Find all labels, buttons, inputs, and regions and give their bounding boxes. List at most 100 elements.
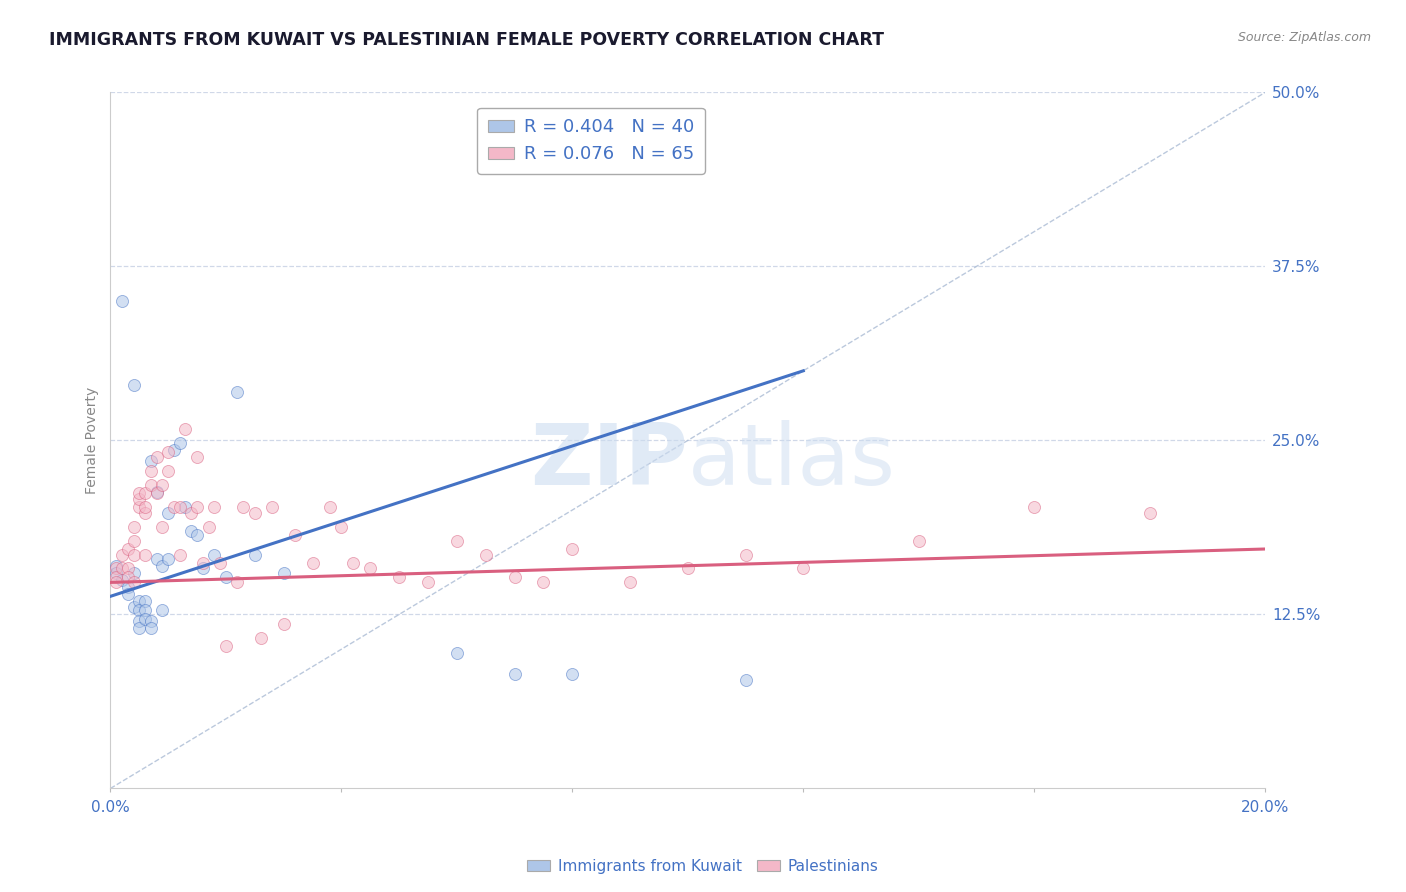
Point <box>215 640 238 654</box>
Point <box>150 558 173 573</box>
Point <box>215 570 238 584</box>
Point <box>186 450 208 464</box>
Y-axis label: Female Poverty: Female Poverty <box>86 387 100 494</box>
Point <box>446 647 468 661</box>
Point <box>157 464 180 478</box>
Point <box>561 541 583 556</box>
Point <box>122 600 145 615</box>
Point <box>169 500 191 515</box>
Point <box>273 617 295 632</box>
Point <box>145 484 167 499</box>
Point <box>122 548 145 562</box>
Point <box>122 519 145 533</box>
Legend: Immigrants from Kuwait, Palestinians: Immigrants from Kuwait, Palestinians <box>522 853 884 880</box>
Point <box>180 506 202 520</box>
Point <box>619 575 641 590</box>
Point <box>359 561 381 575</box>
Point <box>174 500 197 515</box>
Point <box>111 561 134 575</box>
Point <box>111 573 134 587</box>
Point <box>503 667 526 681</box>
Text: IMMIGRANTS FROM KUWAIT VS PALESTINIAN FEMALE POVERTY CORRELATION CHART: IMMIGRANTS FROM KUWAIT VS PALESTINIAN FE… <box>49 31 884 49</box>
Point <box>134 612 156 626</box>
Point <box>284 528 307 542</box>
Point <box>128 500 150 515</box>
Point <box>249 631 271 645</box>
Point <box>122 566 145 580</box>
Point <box>342 556 364 570</box>
Point <box>128 593 150 607</box>
Point <box>186 500 208 515</box>
Point <box>157 506 180 520</box>
Point <box>117 580 139 594</box>
Point <box>174 422 197 436</box>
Point <box>139 464 162 478</box>
Point <box>111 294 134 309</box>
Point <box>169 436 191 450</box>
Point <box>561 667 583 681</box>
Point <box>273 566 295 580</box>
Point <box>105 558 128 573</box>
Point <box>128 615 150 629</box>
Point <box>163 443 186 458</box>
Point <box>330 519 353 533</box>
Point <box>503 570 526 584</box>
Point <box>209 556 232 570</box>
Point <box>180 524 202 538</box>
Point <box>676 561 699 575</box>
Point <box>262 500 284 515</box>
Point <box>1024 500 1046 515</box>
Point <box>186 528 208 542</box>
Point <box>117 541 139 556</box>
Point <box>226 384 249 399</box>
Point <box>150 519 173 533</box>
Point <box>533 575 555 590</box>
Point <box>150 478 173 492</box>
Point <box>474 548 496 562</box>
Point <box>134 548 156 562</box>
Point <box>122 575 145 590</box>
Point <box>163 500 186 515</box>
Point <box>191 556 214 570</box>
Text: atlas: atlas <box>688 420 896 503</box>
Point <box>117 586 139 600</box>
Point <box>105 561 128 575</box>
Point <box>128 621 150 635</box>
Point <box>139 454 162 468</box>
Point <box>388 570 411 584</box>
Point <box>145 450 167 464</box>
Point <box>1139 506 1161 520</box>
Point <box>202 548 225 562</box>
Point <box>792 561 814 575</box>
Point <box>446 533 468 548</box>
Point <box>117 561 139 575</box>
Point <box>232 500 254 515</box>
Point <box>122 533 145 548</box>
Point <box>117 570 139 584</box>
Point <box>319 500 342 515</box>
Point <box>157 444 180 458</box>
Point <box>128 486 150 500</box>
Point <box>139 478 162 492</box>
Point <box>122 377 145 392</box>
Point <box>134 506 156 520</box>
Point <box>157 551 180 566</box>
Point <box>197 519 219 533</box>
Point <box>202 500 225 515</box>
Text: Source: ZipAtlas.com: Source: ZipAtlas.com <box>1237 31 1371 45</box>
Point <box>907 533 929 548</box>
Point <box>416 575 439 590</box>
Point <box>301 556 323 570</box>
Point <box>734 548 756 562</box>
Legend: R = 0.404   N = 40, R = 0.076   N = 65: R = 0.404 N = 40, R = 0.076 N = 65 <box>477 108 704 174</box>
Point <box>111 548 134 562</box>
Text: ZIP: ZIP <box>530 420 688 503</box>
Point <box>128 603 150 617</box>
Point <box>139 615 162 629</box>
Point <box>169 548 191 562</box>
Point <box>128 491 150 506</box>
Point <box>150 603 173 617</box>
Point <box>145 551 167 566</box>
Point <box>134 593 156 607</box>
Point <box>734 673 756 687</box>
